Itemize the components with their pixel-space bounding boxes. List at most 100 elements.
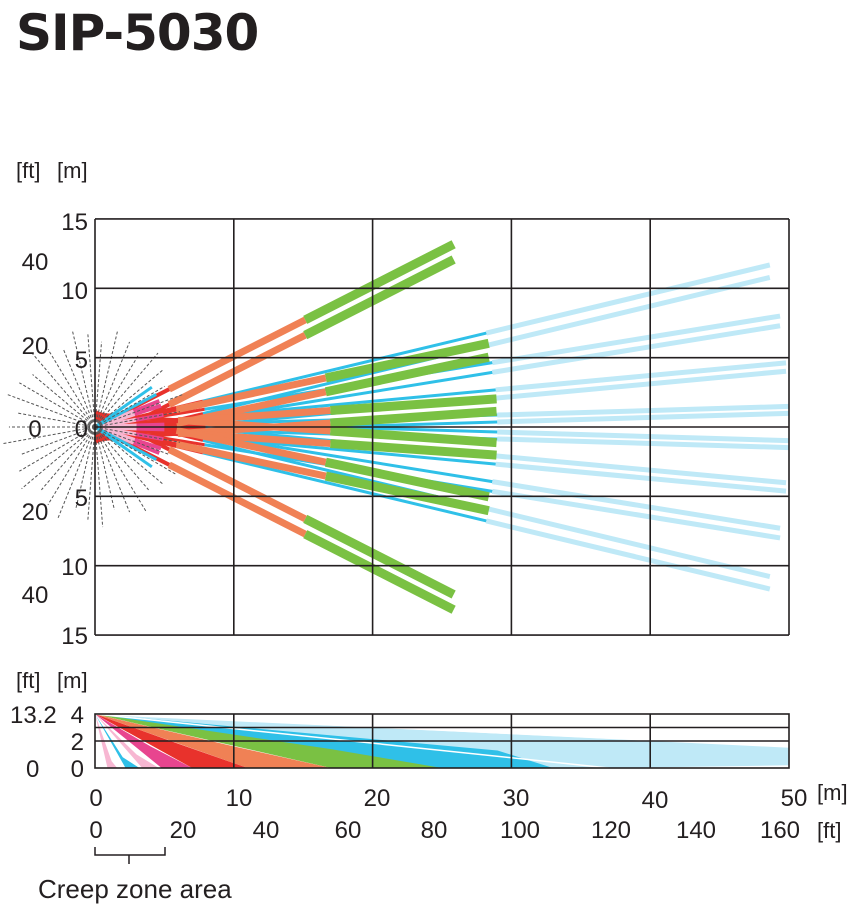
beam-segment-green (324, 338, 490, 383)
beam-segment-light-blue (485, 518, 771, 592)
beam-segment-light-blue (491, 313, 781, 366)
beam-segment-orange (167, 446, 307, 522)
beam-segment-blue (202, 451, 487, 523)
side-view-ft-unit: [ft] (16, 668, 40, 693)
x-axis-ft-label: 100 (500, 817, 540, 844)
beam-segment-green (324, 471, 490, 516)
creep-zone-line (57, 426, 96, 520)
beam-segment-orange (175, 427, 327, 466)
top-view-m-tick: 10 (61, 278, 88, 305)
creep-zone-line (87, 426, 96, 520)
side-view-m-tick: 0 (71, 756, 84, 783)
creep-zone-line (94, 426, 171, 456)
top-view-m-tick: 15 (61, 209, 88, 236)
side-view-ft-tick: 13.2 (10, 702, 57, 729)
x-axis-ft-label: 0 (89, 817, 102, 844)
beam-segment-light-blue (497, 410, 789, 425)
beam-segment-light-blue (491, 479, 781, 531)
side-view-m-tick: 4 (71, 702, 84, 729)
creep-zone-line (47, 426, 96, 506)
beam-segment-magenta (133, 437, 162, 451)
creep-zone-line (94, 329, 119, 428)
beam-segment-light-blue (497, 429, 789, 444)
creep-zone-line (94, 355, 139, 428)
top-view-ft-tick: 20 (22, 499, 49, 526)
top-view-ft-tick: 40 (22, 582, 49, 609)
side-view-m-tick: 2 (71, 729, 84, 756)
creep-zone-line (3, 426, 96, 445)
x-axis-m-label: 50 (781, 785, 808, 812)
beam-segment-green (303, 514, 456, 599)
x-axis-ft-label: 40 (253, 817, 280, 844)
top-view-ft-tick: 20 (22, 333, 49, 360)
beam-segment-green (324, 352, 490, 397)
beam-segment-light-blue (497, 436, 789, 451)
beam-segment-magenta (136, 426, 165, 432)
creep-zone-line (87, 334, 96, 428)
creep-zone-line (94, 426, 149, 491)
creep-zone-line (6, 393, 96, 428)
creep-zone-line (94, 341, 103, 428)
beam-segment-orange (175, 374, 327, 414)
creep-zone-line (94, 411, 180, 428)
creep-zone-line (94, 426, 131, 513)
beam-segment-green (324, 457, 490, 502)
beam-segment-magenta (136, 422, 165, 428)
creep-zone-line (47, 348, 96, 428)
x-axis-m-label: 20 (364, 785, 391, 812)
creep-zone-label: Creep zone area (38, 874, 232, 904)
side-view-m-unit: [m] (57, 668, 88, 693)
beam-segment-magenta (132, 399, 161, 414)
top-view-ft-unit: [ft] (16, 158, 40, 183)
beam-segment-blue (205, 388, 496, 419)
beam-segment-orange (175, 440, 327, 480)
top-view-m-tick: 15 (61, 623, 88, 650)
beam-segment-blue (202, 331, 487, 403)
top-view-m-tick: 5 (75, 347, 88, 374)
beam-segment-green (330, 426, 497, 448)
x-axis-ft-label: 20 (170, 817, 197, 844)
top-view-ft-tick: 0 (28, 416, 41, 443)
top-view-ft-tick: 40 (22, 249, 49, 276)
creep-zone-line (16, 412, 96, 428)
beam-segment-magenta (133, 403, 162, 417)
x-axis: 0 10 20 30 40 50 [m] 0 20 40 60 80 100 1… (89, 780, 847, 844)
beam-segment-green (330, 438, 497, 460)
x-axis-ft-label: 60 (335, 817, 362, 844)
creep-zone-line (21, 426, 96, 490)
beam-segment-light-blue (495, 453, 787, 486)
creep-zone-line (75, 426, 96, 510)
x-axis-ft-label: 80 (421, 817, 448, 844)
x-axis-m-label: 10 (226, 785, 253, 812)
beam-segment-orange (167, 461, 307, 538)
top-view: [ft] [m] 15 10 5 0 5 10 15 40 20 0 20 40 (3, 158, 790, 650)
top-view-m-tick: 0 (75, 416, 88, 443)
creep-zone-line (94, 385, 165, 428)
creep-zone-line (94, 426, 180, 443)
beam-segment-green (303, 255, 456, 340)
creep-zone-line (94, 393, 184, 428)
product-title: SIP-5030 (16, 4, 259, 62)
side-view-grid (94, 713, 790, 769)
beam-segment-light-blue (491, 323, 781, 375)
creep-zone-line (19, 426, 96, 456)
x-axis-ft-label: 120 (591, 817, 631, 844)
creep-zone-line (32, 374, 96, 428)
side-beam-pink (95, 714, 118, 768)
x-axis-m-unit: [m] (817, 780, 848, 805)
beam-segment-orange (177, 416, 331, 435)
side-view-ft-tick: 0 (26, 756, 39, 783)
top-view-m-tick: 5 (75, 485, 88, 512)
creep-zone-line (94, 426, 178, 476)
beam-segment-light-blue (485, 262, 771, 336)
top-view-m-unit: [m] (57, 158, 88, 183)
x-axis-ft-unit: [ft] (817, 818, 841, 843)
x-axis-m-label: 40 (642, 787, 669, 814)
beam-segment-light-blue (495, 461, 787, 494)
creep-zone-line (71, 329, 96, 428)
x-axis-ft-label: 140 (676, 817, 716, 844)
creep-zone-line (94, 426, 104, 528)
beam-segment-green (303, 240, 456, 324)
beam-segment-blue (204, 433, 493, 484)
